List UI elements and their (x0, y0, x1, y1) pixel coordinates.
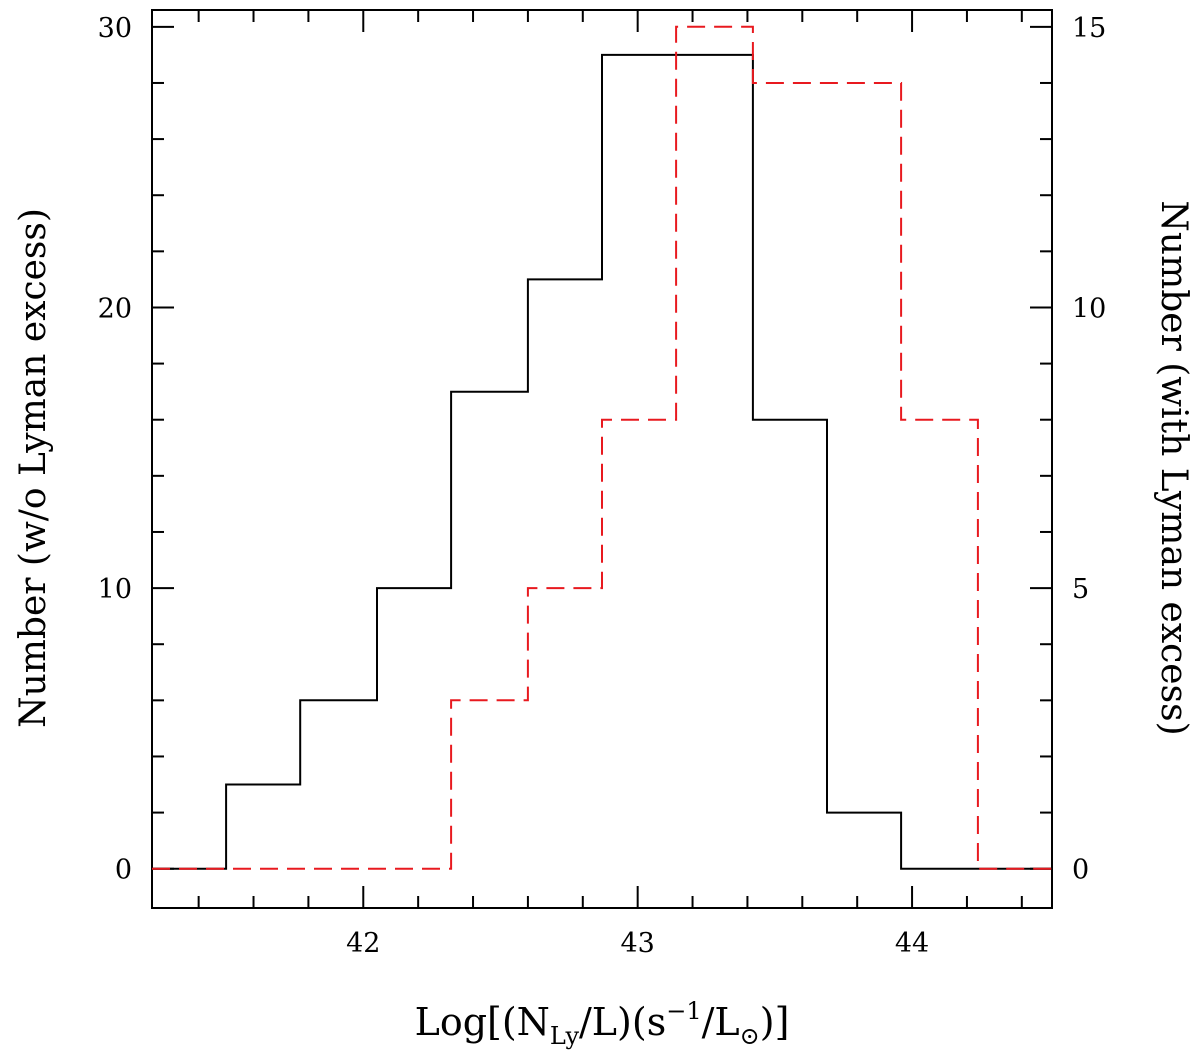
y-right-tick-label: 5 (1072, 574, 1089, 605)
plot-frame (151, 9, 1053, 909)
y-right-tick-label: 15 (1072, 13, 1106, 44)
y-right-tick-label: 0 (1072, 855, 1089, 886)
y-axis-title-left: Number (w/o Lyman excess) (13, 208, 54, 728)
y-left-tick-label: 30 (98, 13, 132, 44)
histogram-series (152, 25, 1052, 870)
y-left-tick-label: 10 (98, 574, 132, 605)
x-tick-label: 43 (620, 928, 654, 959)
x-tick-label: 42 (346, 928, 380, 959)
y-left-tick-label: 0 (115, 855, 132, 886)
axis-tick-labels: 42 43 44 0 10 20 30 0 5 10 15 (98, 13, 1107, 959)
with-lyman-excess-histogram-line (152, 25, 1052, 870)
y-axis-title-right: Number (with Lyman excess) (1153, 200, 1194, 735)
x-tick-label: 44 (895, 928, 929, 959)
y-right-tick-label: 10 (1072, 293, 1106, 324)
axis-ticks (152, 10, 1052, 908)
x-axis-title: Log[(NLy/L)(s−1/L⊙)] (415, 997, 790, 1050)
without-lyman-excess-histogram-line (152, 53, 1052, 870)
y-left-tick-label: 20 (98, 293, 132, 324)
